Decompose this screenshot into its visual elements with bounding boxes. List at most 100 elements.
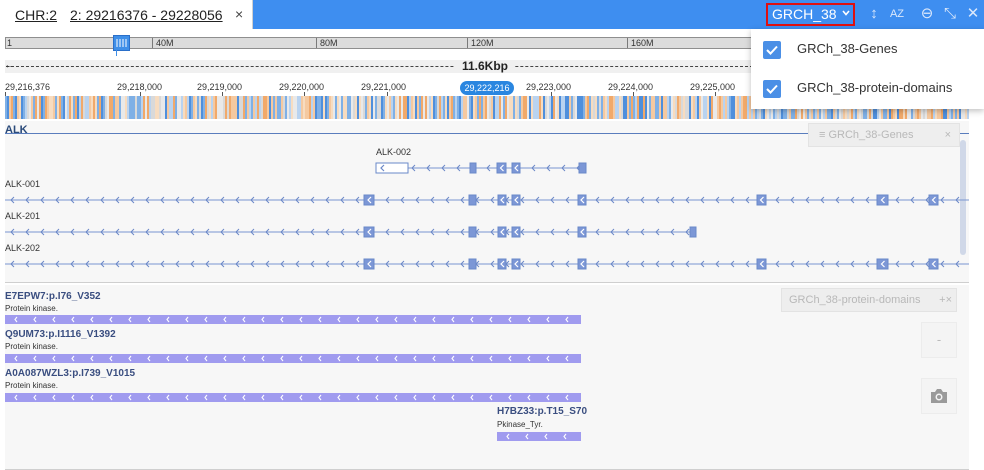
exon[interactable]: [876, 258, 889, 270]
domain-bar[interactable]: [5, 393, 581, 402]
span-left-arrow: ←: [4, 59, 15, 71]
dropdown-item-protein-domains[interactable]: GRCh_38-protein-domains: [763, 77, 978, 101]
exon[interactable]: [577, 258, 587, 270]
sequence-base: [207, 96, 209, 119]
domain-bar[interactable]: [5, 354, 581, 363]
sequence-base: [193, 96, 195, 119]
checkbox-checked-icon[interactable]: [763, 41, 781, 59]
strand-arrow: [745, 260, 750, 268]
exon[interactable]: [511, 226, 521, 238]
sequence-base: [277, 96, 279, 119]
camera-button[interactable]: [921, 378, 957, 414]
sequence-base: [243, 96, 245, 119]
exon[interactable]: [363, 226, 375, 238]
exon[interactable]: [497, 194, 507, 206]
sequence-base: [523, 96, 525, 119]
exon[interactable]: [577, 226, 587, 238]
gene-span-line: [5, 133, 969, 134]
genes-track-tag[interactable]: ≡ GRCh_38-Genes ×: [808, 123, 960, 147]
domain-arrow: [204, 355, 208, 362]
exon[interactable]: [468, 258, 477, 270]
sequence-base: [87, 96, 89, 119]
exon[interactable]: [497, 226, 507, 238]
domain-arrow: [489, 394, 493, 401]
strand-arrow: [850, 196, 855, 204]
exon[interactable]: [578, 162, 587, 174]
genes-scrollbar[interactable]: [960, 140, 966, 255]
strand-arrow: [595, 260, 600, 268]
sequence-base: [397, 96, 399, 119]
exon[interactable]: [469, 162, 477, 174]
domain-arrow: [166, 394, 170, 401]
exon[interactable]: [375, 162, 409, 174]
sequence-base: [63, 96, 65, 119]
sequence-base: [373, 96, 375, 119]
close-icon[interactable]: ✕: [966, 5, 980, 22]
dropdown-item-genes[interactable]: GRCh_38-Genes: [763, 38, 978, 62]
sequence-base: [127, 96, 129, 119]
exon[interactable]: [511, 194, 521, 206]
exon[interactable]: [577, 194, 587, 206]
sort-az-icon[interactable]: AZ: [889, 8, 905, 20]
exon[interactable]: [363, 194, 375, 206]
domain-bar[interactable]: [497, 432, 581, 441]
domain-arrow: [544, 433, 548, 440]
exon[interactable]: [689, 226, 697, 238]
sequence-base: [705, 96, 707, 119]
domain-arrow: [432, 394, 436, 401]
strand-arrow: [550, 228, 555, 236]
sequence-base: [597, 96, 599, 119]
sequence-base: [377, 96, 379, 119]
chromosome-ruler[interactable]: 1 40M 80M 120M 160M: [5, 35, 760, 51]
exon[interactable]: [496, 162, 507, 174]
sequence-base: [745, 96, 747, 119]
domain-arrow: [14, 316, 18, 323]
sequence-base: [517, 96, 519, 119]
sort-lines-icon[interactable]: ↕: [870, 5, 878, 22]
exon[interactable]: [756, 258, 767, 270]
exon[interactable]: [876, 194, 889, 206]
tab-range-link[interactable]: 2: 29216376 - 29228056: [70, 7, 223, 23]
domain-arrow: [261, 394, 265, 401]
chrom-position-marker[interactable]: [113, 35, 130, 51]
exon[interactable]: [511, 162, 521, 174]
close-icon[interactable]: ×: [944, 129, 951, 141]
genome-select[interactable]: GRCH_38: [766, 3, 855, 26]
strand-arrow: [190, 260, 195, 268]
sequence-base: [73, 96, 75, 119]
sequence-base: [465, 96, 467, 119]
close-icon[interactable]: +×: [939, 294, 952, 306]
exon[interactable]: [756, 194, 767, 206]
domain-arrow: [280, 355, 284, 362]
exon[interactable]: [497, 258, 507, 270]
sequence-base: [361, 96, 363, 119]
exon[interactable]: [468, 226, 477, 238]
gene-tracks[interactable]: [0, 160, 984, 272]
zoom-out-button[interactable]: -: [921, 322, 957, 358]
exon[interactable]: [928, 194, 939, 206]
sequence-base: [687, 96, 689, 119]
sequence-base: [101, 96, 103, 119]
collapse-circle-icon[interactable]: ⊖: [920, 5, 934, 22]
sequence-base: [143, 96, 145, 119]
sequence-base: [319, 96, 321, 119]
fit-icon[interactable]: ⤡: [943, 5, 956, 22]
tab-chr-link[interactable]: CHR:2: [15, 7, 58, 23]
sequence-base: [617, 96, 619, 119]
domain-desc: Protein kinase.: [5, 342, 58, 351]
domain-arrow: [508, 355, 512, 362]
strand-arrow: [546, 164, 551, 172]
domain-arrow: [565, 394, 569, 401]
exon[interactable]: [511, 258, 521, 270]
exon[interactable]: [363, 258, 375, 270]
domain-bars[interactable]: [0, 310, 984, 445]
sequence-base: [369, 96, 371, 119]
domain-bar[interactable]: [5, 315, 581, 324]
location-tab[interactable]: CHR:2 2: 29216376 - 29228056 ×: [0, 0, 253, 29]
exon[interactable]: [928, 258, 939, 270]
checkbox-checked-icon[interactable]: [763, 80, 781, 98]
exon[interactable]: [468, 194, 477, 206]
domains-track-tag[interactable]: GRCh_38-protein-domains +×: [781, 288, 957, 312]
tab-close-icon[interactable]: ×: [235, 6, 244, 22]
sequence-base: [415, 96, 417, 119]
